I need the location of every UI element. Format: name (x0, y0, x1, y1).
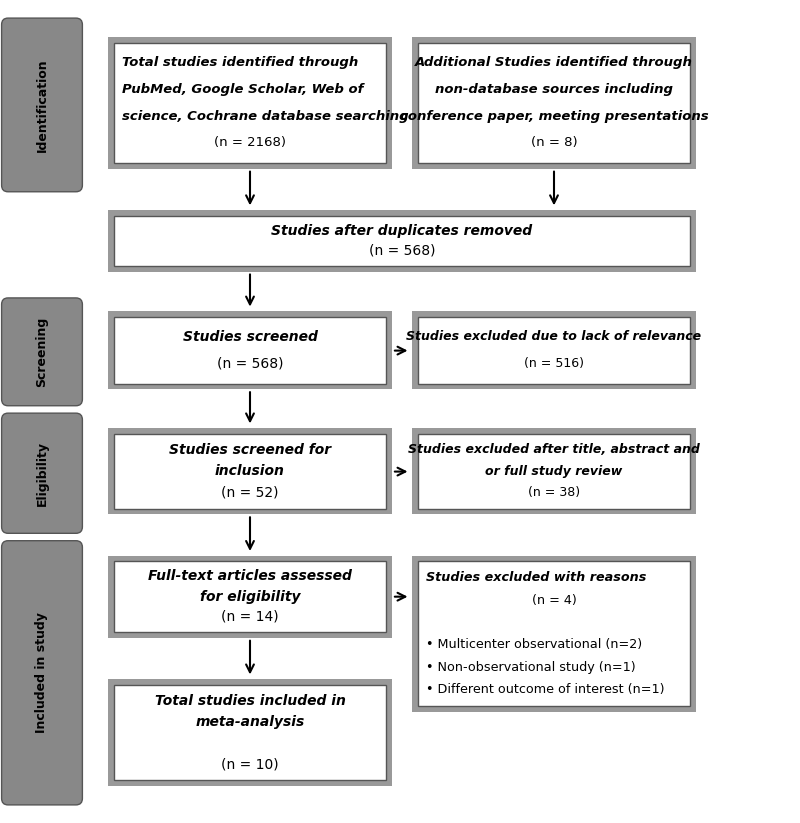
FancyBboxPatch shape (2, 413, 82, 533)
FancyBboxPatch shape (412, 428, 696, 514)
Text: Screening: Screening (35, 317, 49, 387)
Text: (n = 38): (n = 38) (528, 486, 580, 499)
Text: (n = 52): (n = 52) (222, 486, 278, 500)
FancyBboxPatch shape (412, 311, 696, 389)
Text: • Different outcome of interest (n=1): • Different outcome of interest (n=1) (426, 683, 664, 696)
Text: (n = 8): (n = 8) (530, 137, 578, 150)
FancyBboxPatch shape (108, 428, 392, 514)
FancyBboxPatch shape (114, 685, 386, 780)
Text: Studies after duplicates removed: Studies after duplicates removed (271, 224, 533, 238)
Text: Total studies included in: Total studies included in (154, 694, 346, 708)
Text: (n = 14): (n = 14) (221, 610, 279, 624)
FancyBboxPatch shape (114, 43, 386, 163)
FancyBboxPatch shape (114, 434, 386, 509)
Text: (n = 4): (n = 4) (532, 593, 576, 607)
FancyBboxPatch shape (418, 434, 690, 509)
FancyBboxPatch shape (2, 541, 82, 805)
Text: (n = 568): (n = 568) (369, 244, 435, 258)
Text: Studies excluded after title, abstract and: Studies excluded after title, abstract a… (408, 444, 700, 456)
Text: Eligibility: Eligibility (35, 441, 49, 505)
Text: (n = 2168): (n = 2168) (214, 137, 286, 150)
Text: Additional Studies identified through: Additional Studies identified through (415, 56, 693, 69)
Text: meta-analysis: meta-analysis (195, 715, 305, 729)
Text: for eligibility: for eligibility (200, 589, 300, 604)
Text: Studies excluded due to lack of relevance: Studies excluded due to lack of relevanc… (406, 330, 702, 343)
FancyBboxPatch shape (412, 37, 696, 169)
Text: (n = 10): (n = 10) (221, 757, 279, 771)
FancyBboxPatch shape (2, 298, 82, 406)
FancyBboxPatch shape (412, 556, 696, 712)
Text: Total studies identified through: Total studies identified through (122, 56, 358, 69)
Text: non-database sources including: non-database sources including (435, 83, 673, 96)
Text: inclusion: inclusion (215, 464, 285, 478)
FancyBboxPatch shape (418, 561, 690, 706)
Text: conference paper, meeting presentations: conference paper, meeting presentations (400, 109, 708, 123)
FancyBboxPatch shape (108, 210, 696, 272)
Text: PubMed, Google Scholar, Web of: PubMed, Google Scholar, Web of (122, 83, 363, 96)
Text: science, Cochrane database searching: science, Cochrane database searching (122, 109, 408, 123)
Text: (n = 568): (n = 568) (217, 356, 283, 370)
Text: or full study review: or full study review (486, 465, 622, 477)
FancyBboxPatch shape (108, 37, 392, 169)
Text: Studies excluded with reasons: Studies excluded with reasons (426, 571, 646, 584)
FancyBboxPatch shape (418, 43, 690, 163)
Text: Identification: Identification (35, 58, 49, 151)
FancyBboxPatch shape (108, 556, 392, 638)
FancyBboxPatch shape (114, 317, 386, 384)
Text: (n = 516): (n = 516) (524, 357, 584, 370)
Text: Studies screened for: Studies screened for (169, 443, 331, 457)
FancyBboxPatch shape (114, 561, 386, 632)
Text: Included in study: Included in study (35, 612, 49, 733)
FancyBboxPatch shape (2, 18, 82, 192)
FancyBboxPatch shape (114, 216, 690, 266)
Text: Full-text articles assessed: Full-text articles assessed (148, 570, 352, 584)
Text: • Multicenter observational (n=2): • Multicenter observational (n=2) (426, 639, 642, 651)
Text: Studies screened: Studies screened (182, 330, 318, 344)
FancyBboxPatch shape (108, 311, 392, 389)
Text: • Non-observational study (n=1): • Non-observational study (n=1) (426, 661, 635, 674)
FancyBboxPatch shape (108, 679, 392, 786)
FancyBboxPatch shape (418, 317, 690, 384)
